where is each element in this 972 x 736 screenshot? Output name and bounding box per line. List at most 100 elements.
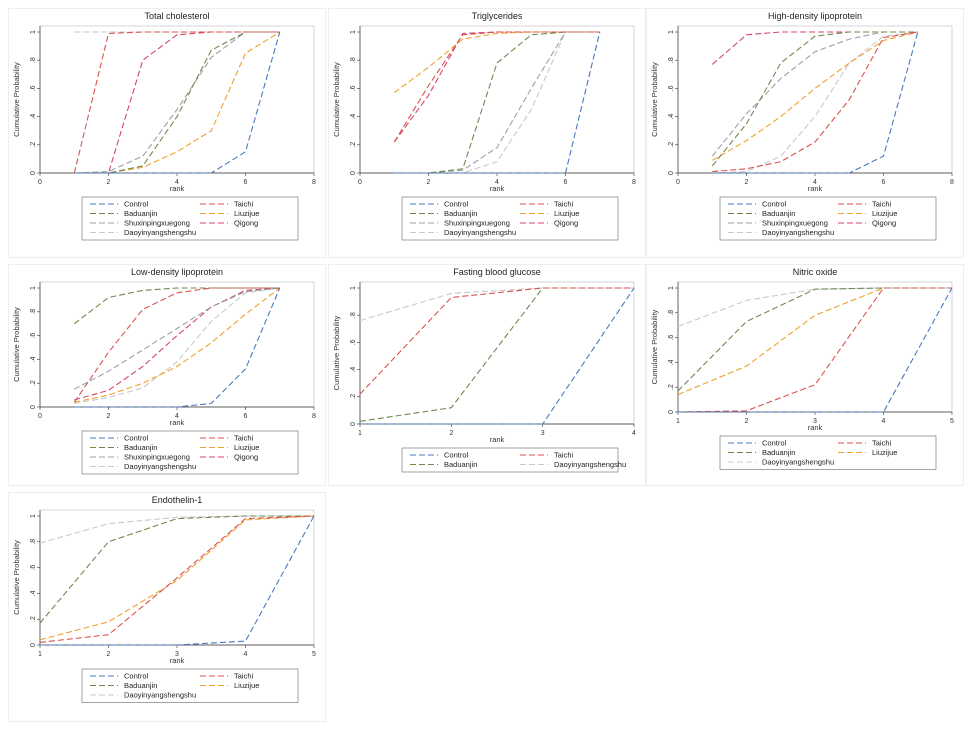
y-tick-label: .4 [350,114,357,120]
legend-label-liuzijue: Liuzijue [554,209,579,218]
legend-label-control: Control [124,434,149,443]
chart-svg: Fasting blood glucose 1 2 3 4 0 .2 .4 .6 .8 1 rank C… [328,264,646,486]
x-tick-label: 2 [107,179,111,186]
legend-label-control: Control [444,200,469,209]
series-line-taichi [39,515,315,643]
y-tick-label: .2 [350,394,357,400]
legend-label-shuxinpingxuegong: Shuxinpingxuegong [444,219,510,228]
legend-label-liuzijue: Liuzijue [234,681,259,690]
chart-svg: Endothelin-1 1 2 3 4 5 0 .2 .4 .6 .8 1 rank Cumulativ… [8,492,326,722]
y-axis-label: Cumulative Probability [12,540,21,615]
legend-label-daoyinyangshengshu: Daoyinyangshengshu [444,228,516,237]
legend-label-control: Control [762,200,787,209]
legend-label-taichi: Taichi [234,434,254,443]
y-tick-label: .4 [30,590,37,596]
x-axis-label: rank [808,184,823,193]
y-tick-label: 0 [668,171,675,175]
x-tick-label: 0 [38,413,42,420]
legend-label-baduanjin: Baduanjin [124,209,157,218]
legend-label-taichi: Taichi [554,451,574,460]
y-tick-label: 1 [350,30,357,34]
y-tick-label: .6 [668,85,675,91]
panel-low-density-lipoprotein: Low-density lipoprotein 0 2 4 6 8 0 .2 .4 .6 .8 1 ra… [8,264,326,486]
series-line-control [678,287,953,413]
y-tick-label: .8 [668,57,675,63]
y-tick-label: .2 [30,142,37,148]
legend-label-control: Control [124,200,149,209]
y-axis-label: Cumulative Probability [332,62,341,137]
x-tick-label: 4 [175,179,179,186]
y-axis-label: Cumulative Probability [12,62,21,137]
x-tick-label: 3 [813,418,817,425]
x-axis-label: rank [808,423,823,432]
series-line-shuxinpingxuegong [74,287,280,390]
x-tick-label: 4 [244,651,248,658]
x-tick-label: 4 [175,413,179,420]
legend-label-daoyinyangshengshu: Daoyinyangshengshu [762,228,834,237]
x-tick-label: 2 [745,179,749,186]
y-tick-label: 1 [30,286,37,290]
y-tick-label: .6 [350,85,357,91]
series-line-liuzijue [712,31,918,161]
chart-title: Low-density lipoprotein [131,267,223,277]
chart-title: High-density lipoprotein [768,11,862,21]
chart-svg: Triglycerides 0 2 4 6 8 0 .2 .4 .6 .8 1 rank Cumulati… [328,8,646,258]
series-line-taichi [73,31,280,174]
chart-svg: High-density lipoprotein 0 2 4 6 8 0 .2 .4 .6 .8 1 r… [646,8,964,258]
chart-svg: Low-density lipoprotein 0 2 4 6 8 0 .2 .4 .6 .8 1 ra… [8,264,326,486]
legend-label-control: Control [762,439,787,448]
legend-label-baduanjin: Baduanjin [762,448,795,457]
y-tick-label: .2 [668,384,675,390]
x-tick-label: 1 [676,418,680,425]
panel-nitric-oxide: Nitric oxide 1 2 3 4 5 0 .2 .4 .6 .8 1 rank Cumulativ… [646,264,964,486]
x-tick-label: 8 [312,179,316,186]
x-tick-label: 2 [449,430,453,437]
y-axis-label: Cumulative Probability [650,62,659,137]
x-tick-label: 0 [676,179,680,186]
series-line-taichi [712,31,918,173]
series-line-daoyinyangshengshu [394,31,600,174]
chart-title: Triglycerides [472,11,523,21]
chart-svg: Nitric oxide 1 2 3 4 5 0 .2 .4 .6 .8 1 rank Cumulativ… [646,264,964,486]
legend-label-liuzijue: Liuzijue [234,209,259,218]
legend-label-taichi: Taichi [872,200,892,209]
x-tick-label: 0 [358,179,362,186]
x-tick-label: 5 [950,418,954,425]
series-line-control [74,287,281,408]
y-axis-label: Cumulative Probability [12,307,21,382]
x-tick-label: 5 [312,651,316,658]
series-line-baduanjin [39,515,314,624]
legend-label-daoyinyangshengshu: Daoyinyangshengshu [762,458,834,467]
y-tick-label: .6 [30,85,37,91]
series-line-control [360,287,635,425]
x-tick-label: 4 [632,430,636,437]
panel-endothelin-1: Endothelin-1 1 2 3 4 5 0 .2 .4 .6 .8 1 rank Cumulativ… [8,492,326,722]
y-tick-label: .2 [668,142,675,148]
x-tick-label: 4 [882,418,886,425]
x-tick-label: 2 [107,413,111,420]
y-tick-label: .8 [668,310,675,316]
panel-triglycerides: Triglycerides 0 2 4 6 8 0 .2 .4 .6 .8 1 rank Cumulati… [328,8,646,258]
y-tick-label: .8 [350,57,357,63]
series-line-liuzijue [39,515,315,641]
legend-label-qigong: Qigong [872,219,896,228]
legend-label-baduanjin: Baduanjin [762,209,795,218]
y-tick-label: .8 [30,539,37,545]
y-tick-label: 0 [30,405,37,409]
legend-label-daoyinyangshengshu: Daoyinyangshengshu [124,691,196,700]
y-tick-label: .6 [30,565,37,571]
y-tick-label: .8 [350,312,357,318]
x-axis-label: rank [170,656,185,665]
chart-svg: Total cholesterol 0 2 4 6 8 0 .2 .4 .6 .8 1 rank Cumu… [8,8,326,258]
y-tick-label: .4 [668,114,675,120]
y-axis-label: Cumulative Probability [650,309,659,384]
x-axis-label: rank [170,418,185,427]
series-line-baduanjin [74,31,280,174]
series-line-taichi [73,287,280,403]
y-tick-label: .6 [668,335,675,341]
y-tick-label: .4 [668,359,675,365]
x-tick-label: 8 [950,179,954,186]
legend-label-daoyinyangshengshu: Daoyinyangshengshu [124,228,196,237]
legend-label-daoyinyangshengshu: Daoyinyangshengshu [124,462,196,471]
series-line-baduanjin [73,287,280,325]
